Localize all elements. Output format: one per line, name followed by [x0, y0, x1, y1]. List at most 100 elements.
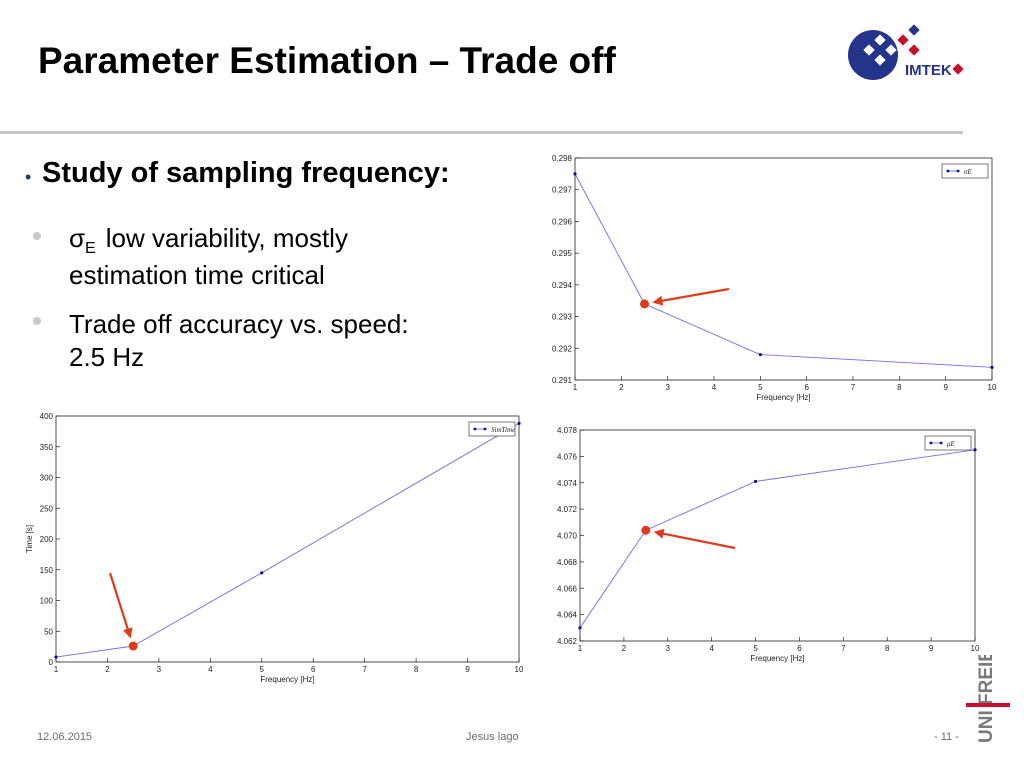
- sigma-x-tick-label: 7: [851, 383, 856, 392]
- simtime-x-axis-label: Frequency [Hz]: [260, 675, 314, 684]
- mu-arrow-head: [653, 528, 665, 539]
- sigma-legend: [941, 163, 989, 179]
- mu-y-tick-label: 4.068: [557, 558, 578, 567]
- simtime-y-tick-label: 300: [40, 474, 54, 483]
- sigma-data-point: [573, 172, 577, 176]
- sigma-series-line: [574, 173, 993, 368]
- mu-legend: [924, 435, 972, 451]
- mu-y-tick-label: 4.072: [557, 505, 578, 514]
- mu-legend-label: μE: [947, 440, 956, 448]
- sigma-x-tick-label: 9: [943, 383, 948, 392]
- mu-plot-frame: [579, 429, 976, 642]
- mu-data-point: [578, 626, 582, 630]
- simtime-highlight-marker: [128, 641, 138, 651]
- mu-x-tick-label: 9: [929, 644, 934, 653]
- footer-date: 12.06.2015: [37, 731, 93, 743]
- simtime-x-tick-label: 1: [54, 665, 59, 674]
- simtime-legend-label: SimTime: [491, 426, 515, 434]
- simtime-x-tick-label: 7: [362, 665, 367, 674]
- mu-y-tick-label: 4.076: [557, 452, 578, 461]
- mu-y-tick-label: 4.064: [557, 611, 578, 620]
- sub-bullet-1-line1: low variability, mostly: [105, 223, 348, 253]
- mu-y-tick-label: 4.062: [557, 637, 578, 646]
- mu-data-point: [973, 448, 977, 452]
- sigma-data-point: [990, 365, 994, 369]
- simtime-arrow: [108, 572, 130, 633]
- simtime-y-tick-label: 0: [49, 658, 54, 667]
- mu-x-tick-label: 4: [709, 644, 714, 653]
- simtime-data-point: [260, 571, 264, 575]
- simtime-y-tick-label: 100: [40, 597, 54, 606]
- imtek-logo: IMTEK: [848, 24, 964, 80]
- simtime-series-line: [55, 422, 520, 658]
- sigma-data-point: [758, 353, 762, 357]
- sigma-x-tick-label: 1: [573, 383, 578, 392]
- sigma-y-tick-label: 0.298: [552, 154, 573, 163]
- mu-x-axis-label: Frequency [Hz]: [750, 654, 804, 663]
- simtime-data-point: [54, 655, 58, 659]
- simtime-legend-marker: [473, 427, 477, 431]
- mu-x-tick-label: 2: [622, 644, 627, 653]
- sigma-legend-label: σE: [964, 168, 972, 176]
- mu-x-tick-label: 5: [753, 644, 758, 653]
- sigma-y-tick-label: 0.293: [552, 313, 573, 322]
- sub-bullet-1: σE low variability, mostly estimation tim…: [69, 222, 348, 292]
- simtime-x-tick-label: 2: [105, 665, 110, 674]
- sub-bullet-dot: [33, 232, 41, 240]
- sub-bullet-2-line1: Trade off accuracy vs. speed:: [69, 309, 409, 339]
- sigma-y-tick-label: 0.297: [552, 186, 573, 195]
- mu-data-point: [753, 479, 758, 484]
- sub-bullet-dot: [33, 317, 41, 325]
- simtime-x-tick-label: 8: [414, 665, 419, 674]
- sigma-y-tick-label: 0.292: [552, 344, 573, 353]
- slide-title: Parameter Estimation – Trade off: [38, 40, 616, 81]
- simtime-y-tick-label: 50: [44, 627, 53, 636]
- mu-x-tick-label: 1: [578, 644, 583, 653]
- sigma-y-tick-label: 0.295: [552, 249, 573, 258]
- sigma-highlight-marker: [640, 299, 649, 309]
- simtime-y-tick-label: 350: [40, 443, 54, 452]
- uni-freiburg-logo: UNI FREIBURG: [966, 655, 1010, 743]
- simtime-plot-frame: [55, 415, 520, 663]
- mu-y-tick-label: 4.066: [557, 584, 578, 593]
- simtime-y-axis-label: Time [s]: [25, 525, 34, 553]
- title-divider: [0, 131, 963, 134]
- simtime-x-tick-label: 4: [208, 665, 213, 674]
- sigma-subscript: E: [85, 240, 96, 257]
- simtime-x-tick-label: 3: [157, 665, 162, 674]
- sigma-y-tick-label: 0.291: [552, 376, 573, 385]
- sub-bullet-1-line2: estimation time critical: [69, 260, 325, 290]
- mu-x-tick-label: 10: [971, 644, 980, 653]
- imtek-logo-circle: [848, 30, 898, 80]
- sigma-arrow-head: [652, 295, 664, 306]
- sigma-x-tick-label: 6: [804, 383, 809, 392]
- mu-y-tick-label: 4.074: [557, 479, 578, 488]
- mu-highlight-marker: [641, 525, 651, 535]
- simtime-arrow-head: [122, 627, 133, 639]
- sigma-y-tick-label: 0.296: [552, 217, 573, 226]
- simtime-y-tick-label: 250: [40, 504, 54, 513]
- simtime-legend-marker: [483, 427, 487, 431]
- mu-legend-marker: [939, 441, 943, 445]
- mu-series-line: [579, 449, 976, 629]
- sigma-arrow: [658, 287, 730, 303]
- simtime-x-tick-label: 9: [465, 665, 470, 674]
- sigma-x-tick-label: 2: [619, 383, 624, 392]
- sigma-y-tick-label: 0.294: [552, 281, 573, 290]
- sigma-x-tick-label: 10: [988, 383, 997, 392]
- sigma-legend-marker: [946, 169, 950, 173]
- sigma-x-tick-label: 5: [758, 383, 763, 392]
- simtime-legend: [468, 421, 516, 437]
- simtime-x-tick-label: 5: [260, 665, 265, 674]
- simtime-y-tick-label: 400: [40, 412, 54, 421]
- sigma-x-tick-label: 3: [665, 383, 670, 392]
- mu-x-tick-label: 3: [666, 644, 671, 653]
- sigma-symbol: σ: [69, 223, 86, 253]
- footer-author: Jesus lago: [466, 731, 519, 743]
- footer-page-number: - 11 -: [934, 731, 959, 743]
- simtime-data-point: [517, 421, 521, 425]
- mu-legend-marker: [929, 441, 933, 445]
- simtime-y-tick-label: 200: [40, 535, 54, 544]
- sigma-x-tick-label: 8: [897, 383, 902, 392]
